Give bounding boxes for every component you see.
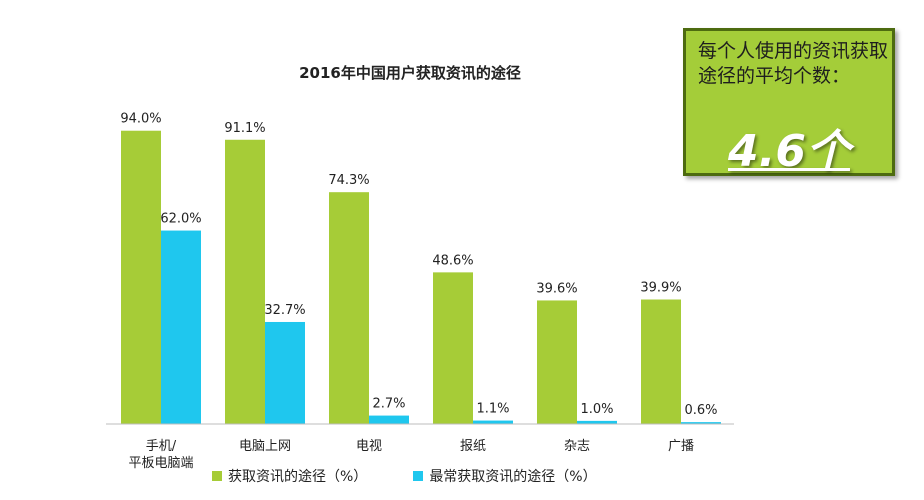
data-label-series1-1: 94.0% (120, 112, 161, 127)
data-label-series1-6: 39.9% (640, 281, 681, 296)
chart-title: 2016年中国用户获取资讯的途径 (299, 64, 521, 82)
legend: 获取资讯的途径（%） 最常获取资讯的途径（%） (212, 466, 643, 486)
data-label-series1-5: 39.6% (536, 281, 577, 296)
bar-series2-1 (161, 230, 201, 424)
legend-item-series-2: 最常获取资讯的途径（%） (413, 466, 597, 486)
info-box-text: 每个人使用的资讯获取途径的平均个数： (698, 40, 889, 87)
data-label-series2-1: 62.0% (160, 212, 201, 227)
data-label-series2-4: 1.1% (476, 402, 509, 417)
category-label-6: 广播 (668, 439, 694, 454)
bar-series1-4 (433, 272, 473, 424)
category-label-3: 电视 (356, 439, 382, 454)
data-label-series2-6: 0.6% (684, 403, 717, 418)
data-label-series2-2: 32.7% (264, 303, 305, 318)
legend-swatch-series-1 (212, 471, 222, 481)
bar-series1-1 (121, 130, 161, 424)
legend-label-series-2: 最常获取资讯的途径（%） (429, 469, 597, 485)
data-label-series2-3: 2.7% (372, 397, 405, 412)
category-label-2: 电脑上网 (239, 439, 291, 454)
data-label-series1-2: 91.1% (224, 121, 265, 136)
bar-series1-6 (641, 299, 681, 424)
category-label-5: 杂志 (564, 439, 590, 454)
legend-label-series-1: 获取资讯的途径（%） (228, 469, 368, 485)
info-box-value: 4.6个 (728, 126, 850, 177)
bar-series1-2 (225, 139, 265, 424)
data-label-series1-3: 74.3% (328, 173, 369, 188)
bar-series2-2 (265, 321, 305, 424)
bar-series2-3 (369, 415, 409, 424)
info-box: 每个人使用的资讯获取途径的平均个数： 4.6个 (683, 28, 895, 177)
data-label-series2-5: 1.0% (580, 402, 613, 417)
legend-item-series-1: 获取资讯的途径（%） (212, 466, 367, 486)
bar-series2-4 (473, 420, 513, 424)
bar-series2-5 (577, 420, 617, 424)
category-label-1: 手机/平板电脑端 (128, 439, 193, 471)
category-label-4: 报纸 (460, 439, 486, 454)
bar-series1-5 (537, 300, 577, 424)
bar-series1-3 (329, 192, 369, 424)
bar-series2-6 (681, 422, 721, 424)
legend-swatch-series-2 (413, 471, 424, 481)
data-label-series1-4: 48.6% (432, 253, 473, 268)
